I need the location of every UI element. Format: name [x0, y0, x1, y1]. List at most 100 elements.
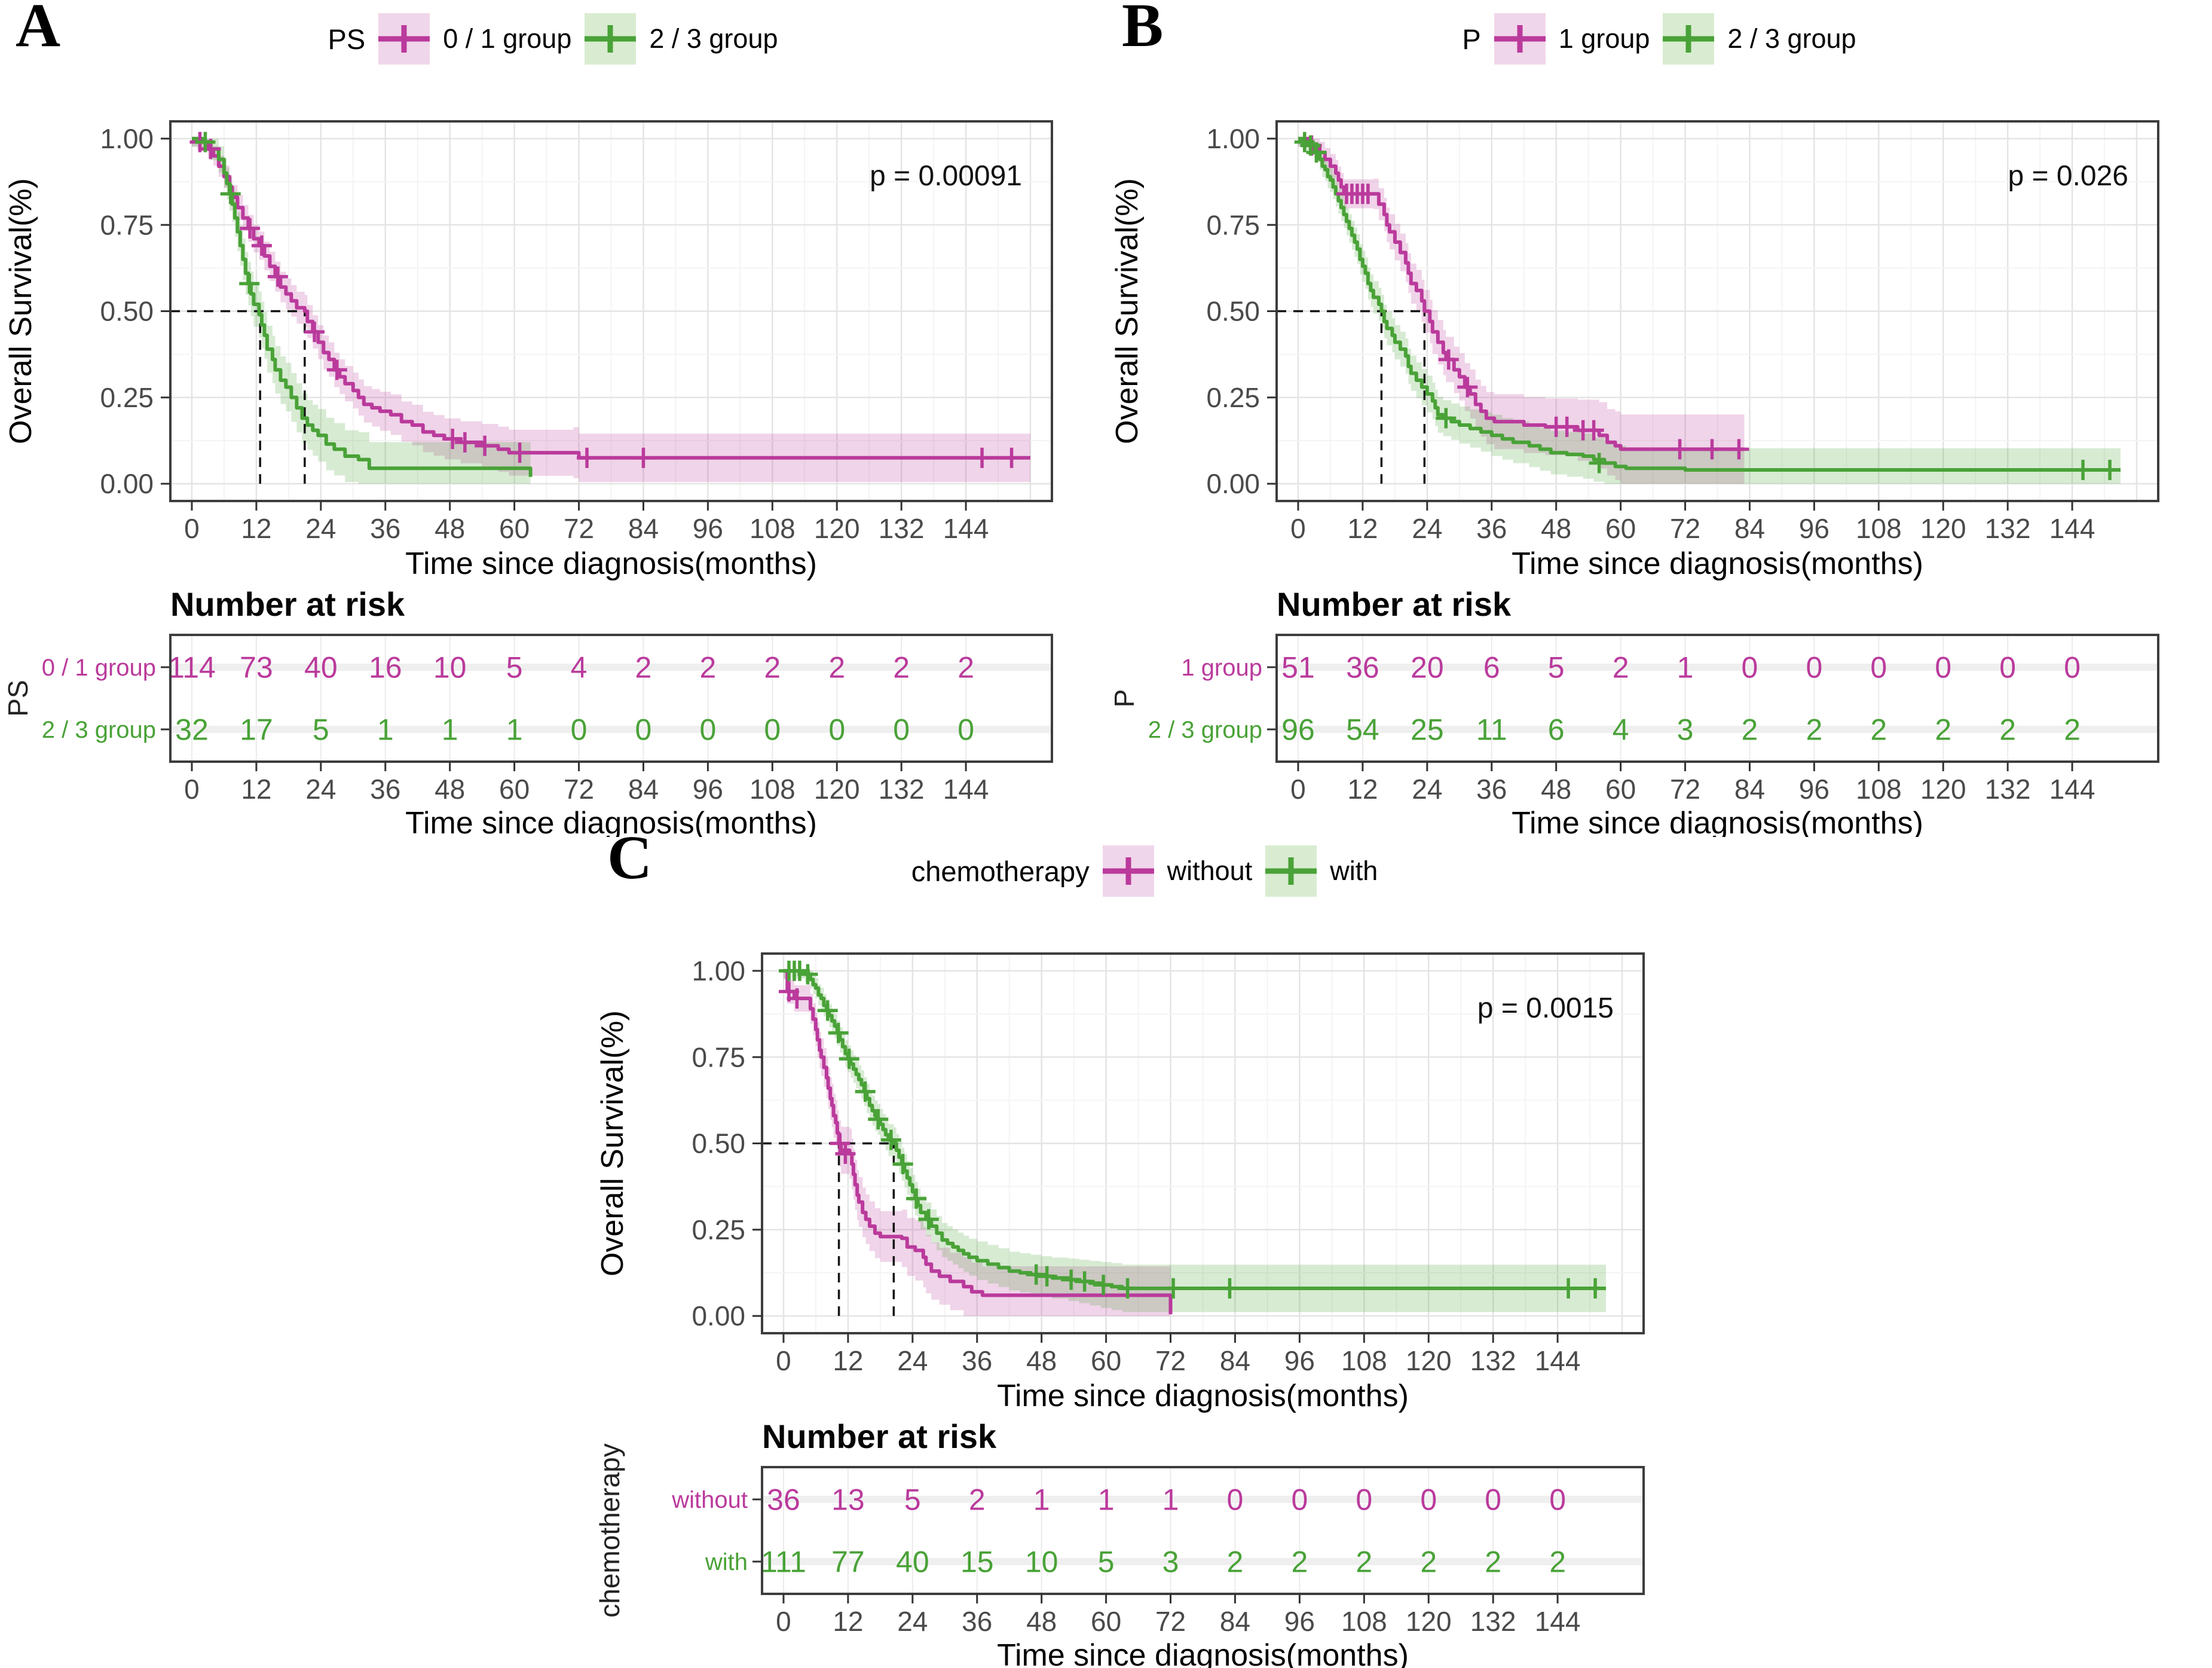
risk-count: 3: [1162, 1545, 1179, 1579]
censor-marks: [778, 960, 1606, 1299]
axes: 0 12 24 36 48 60 72 84 96 108 120 132 144 1.00 0.75 0.5…: [4, 123, 989, 581]
risk-row-label: 1 group: [1181, 655, 1262, 681]
risk-row-label: without: [671, 1487, 748, 1513]
risk-count: 0: [1291, 1483, 1308, 1517]
risk-count: 0: [571, 713, 588, 747]
svg-text:96: 96: [693, 774, 723, 805]
legend-label-group2: with: [1330, 856, 1378, 886]
legend-label-group2: 2 / 3 group: [1727, 23, 1856, 54]
risk-count: 2: [1806, 713, 1822, 747]
svg-text:0.00: 0.00: [692, 1300, 745, 1331]
censor-plus-icon: [1494, 25, 1546, 53]
panel-c-letter: C: [607, 823, 653, 892]
risk-count: 0: [828, 713, 845, 747]
svg-text:0: 0: [184, 513, 200, 544]
risk-count: 25: [1411, 713, 1444, 747]
risk-count: 114: [168, 651, 216, 685]
risk-count: 13: [831, 1483, 865, 1517]
panel-a: A PS 0 / 1 group 2 / 3 group p = 0.00091…: [0, 0, 1106, 837]
y-axis-title: Overall Survival(%): [1110, 178, 1145, 444]
risk-count: 2: [1870, 713, 1887, 747]
confidence-band: [784, 970, 1606, 1316]
risk-count: 6: [1483, 651, 1500, 685]
risk-count: 96: [1281, 713, 1315, 747]
survival-curves: [1298, 136, 2121, 472]
svg-text:24: 24: [897, 1606, 928, 1637]
risk-row-label: with: [705, 1549, 748, 1575]
svg-text:144: 144: [1535, 1606, 1581, 1637]
median-lines: [1277, 310, 1426, 484]
axes: 0 12 24 36 48 60 72 84 96 108 120 132 144 1.00 0.75 0.5…: [1110, 123, 2095, 581]
risk-count: 1: [377, 713, 394, 747]
risk-row-label: 0 / 1 group: [42, 655, 156, 681]
censor-plus-icon: [1663, 25, 1715, 53]
svg-text:48: 48: [1541, 774, 1571, 805]
svg-text:0.75: 0.75: [100, 209, 154, 240]
svg-text:36: 36: [1476, 774, 1507, 805]
svg-text:108: 108: [1856, 774, 1902, 805]
svg-text:60: 60: [1091, 1345, 1121, 1376]
risk-rows: 0 / 1 group 114 73 40 16 10 5 4 2 2 2 2 2 22 / 3 grou…: [42, 651, 1052, 747]
svg-text:36: 36: [370, 774, 400, 805]
km-plot: p = 0.0015 0 12 24 36 48 60 72 84 96 108 120 132 144 1…: [595, 952, 1645, 1413]
risk-row-label: 2 / 3 group: [1148, 717, 1262, 743]
risk-count: 1: [1098, 1483, 1115, 1517]
svg-text:60: 60: [499, 513, 530, 544]
km-curve: [784, 969, 1606, 1290]
risk-x-axis-title: Time since diagnosis(months): [1512, 806, 1923, 837]
svg-text:120: 120: [1920, 774, 1966, 805]
km-curve: [1298, 136, 1745, 451]
risk-count: 16: [369, 651, 402, 685]
risk-count: 0: [957, 713, 974, 747]
svg-text:84: 84: [1734, 774, 1765, 805]
risk-count: 0: [764, 713, 781, 747]
svg-text:84: 84: [1220, 1606, 1250, 1637]
svg-text:24: 24: [1412, 774, 1442, 805]
panel-c: C chemotherapy without with p = 0.0015 0 1…: [592, 823, 1697, 1668]
risk-count: 1: [442, 713, 458, 747]
risk-count: 51: [1281, 651, 1315, 685]
legend-label-group1: 1 group: [1558, 23, 1650, 54]
legend-label-group1: without: [1167, 856, 1253, 886]
svg-text:0.25: 0.25: [1206, 382, 1260, 413]
risk-count: 0: [1870, 651, 1887, 685]
svg-text:132: 132: [1470, 1345, 1516, 1376]
risk-count: 54: [1346, 713, 1379, 747]
risk-count: 73: [240, 651, 273, 685]
censor-plus-icon: [585, 25, 637, 53]
risk-count: 2: [969, 1483, 986, 1517]
svg-text:132: 132: [1985, 513, 2031, 544]
risk-count: 10: [1025, 1545, 1058, 1579]
svg-text:36: 36: [962, 1606, 992, 1637]
legend-label-group2: 2 / 3 group: [649, 23, 778, 54]
risk-count: 1: [1162, 1483, 1179, 1517]
risk-count: 2: [1999, 713, 2016, 747]
svg-text:72: 72: [1155, 1345, 1186, 1376]
svg-text:0.25: 0.25: [692, 1214, 745, 1245]
svg-text:0.00: 0.00: [1206, 468, 1260, 499]
risk-count: 77: [831, 1545, 865, 1579]
legend-key-group2: [1265, 845, 1317, 897]
svg-text:0: 0: [1290, 774, 1306, 805]
svg-text:48: 48: [1026, 1606, 1057, 1637]
risk-rows: 1 group 51 36 20 6 5 2 1 0 0 0 0 0 02 / 3 group 96 54 25…: [1148, 651, 2158, 747]
svg-text:60: 60: [499, 774, 530, 805]
risk-count: 40: [896, 1545, 929, 1579]
risk-axis-label: chemotherapy: [594, 1443, 625, 1618]
km-plot: p = 0.00091 0 12 24 36 48 60 72 84 96 108 120 132 144…: [4, 120, 1053, 581]
risk-count: 0: [1935, 651, 1951, 685]
svg-text:120: 120: [1406, 1345, 1452, 1376]
risk-count: 2: [635, 651, 652, 685]
svg-text:120: 120: [1920, 513, 1966, 544]
svg-text:132: 132: [879, 774, 925, 805]
risk-grid: [782, 1467, 1559, 1594]
risk-x-axis-title: Time since diagnosis(months): [405, 806, 817, 837]
risk-count: 5: [506, 651, 523, 685]
km-curve: [1298, 136, 2121, 472]
svg-text:1.00: 1.00: [100, 123, 154, 154]
svg-text:12: 12: [833, 1606, 863, 1637]
risk-count: 5: [1548, 651, 1565, 685]
svg-text:84: 84: [628, 513, 659, 544]
svg-text:12: 12: [1347, 513, 1378, 544]
